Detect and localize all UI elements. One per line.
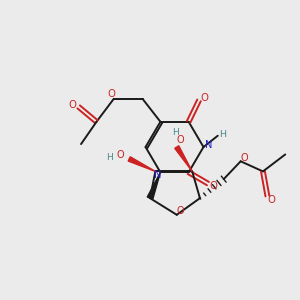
Text: O: O <box>176 136 184 146</box>
Text: N: N <box>154 170 161 180</box>
Text: O: O <box>116 150 124 160</box>
Text: O: O <box>267 195 275 205</box>
Text: O: O <box>68 100 76 110</box>
Polygon shape <box>128 157 155 171</box>
Text: O: O <box>107 88 116 98</box>
Text: O: O <box>240 153 248 163</box>
Text: H: H <box>219 130 226 139</box>
Text: O: O <box>176 206 184 216</box>
Polygon shape <box>147 172 161 199</box>
Text: O: O <box>200 93 208 103</box>
Polygon shape <box>175 146 192 171</box>
Text: H: H <box>172 128 178 137</box>
Text: O: O <box>209 181 217 191</box>
Text: N: N <box>205 140 212 150</box>
Text: H: H <box>106 153 113 162</box>
